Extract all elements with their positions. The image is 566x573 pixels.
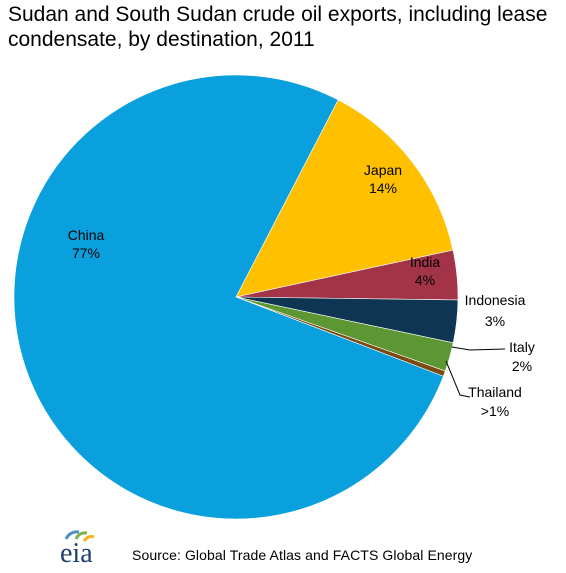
- chart-title: Sudan and South Sudan crude oil exports,…: [8, 3, 548, 51]
- pie-slices: [13, 74, 459, 520]
- leader-line-thailand: [445, 360, 471, 398]
- source-note: Source: Global Trade Atlas and FACTS Glo…: [132, 547, 473, 563]
- slice-label-india-value: 4%: [415, 272, 435, 288]
- slice-label-japan-value: 14%: [369, 180, 397, 196]
- footer: eia Source: Global Trade Atlas and FACTS…: [0, 525, 566, 569]
- slice-label-thailand-value: >1%: [481, 403, 509, 419]
- leader-line-italy: [451, 346, 506, 351]
- slice-label-japan-name: Japan: [364, 162, 402, 178]
- slice-label-thailand-name: Thailand: [468, 384, 522, 400]
- slice-label-indonesia-value: 3%: [485, 313, 505, 329]
- slice-label-italy-value: 2%: [512, 358, 532, 374]
- slice-label-china-name: China: [68, 227, 105, 243]
- logo-text: eia: [60, 538, 93, 567]
- slice-label-italy-name: Italy: [509, 339, 535, 355]
- pie-slice-japan: [235, 99, 454, 298]
- slice-label-china-value: 77%: [72, 245, 100, 261]
- slice-label-indonesia-name: Indonesia: [465, 292, 526, 308]
- slice-label-india-name: India: [410, 254, 441, 270]
- leader-lines: [445, 346, 506, 398]
- pie-chart: Japan 14% India 4% Indonesia 3%Italy 2% Thailan…: [13, 74, 535, 520]
- eia-logo-icon: eia: [60, 530, 95, 567]
- pie-slice-china: [13, 74, 444, 520]
- slice-labels: Japan 14% India 4% Indonesia 3%Italy 2% Thailan…: [68, 162, 535, 419]
